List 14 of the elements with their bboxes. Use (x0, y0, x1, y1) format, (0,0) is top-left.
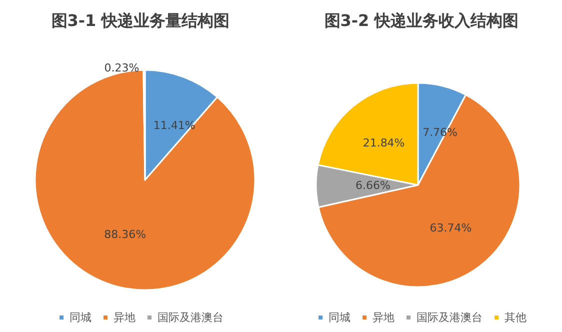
legend-label: 国际及港澳台 (416, 311, 482, 324)
legend-label: 其他 (504, 311, 526, 324)
chart-title: 图3-1 快递业务量结构图 (51, 11, 230, 30)
legend-label: 异地 (372, 311, 394, 324)
data-label: 63.74% (430, 221, 472, 234)
data-label: 21.84% (362, 136, 405, 150)
legend-label: 同城 (70, 311, 92, 324)
legend-label: 同城 (328, 311, 350, 324)
data-label: 88.36% (104, 228, 146, 241)
data-label: 6.66% (356, 179, 390, 192)
legend-label: 异地 (114, 311, 136, 324)
data-label: 0.23% (104, 62, 140, 75)
chart-title: 图3-2 快递业务收入结构图 (324, 11, 519, 30)
legend-label: 国际及港澳台 (158, 311, 224, 324)
